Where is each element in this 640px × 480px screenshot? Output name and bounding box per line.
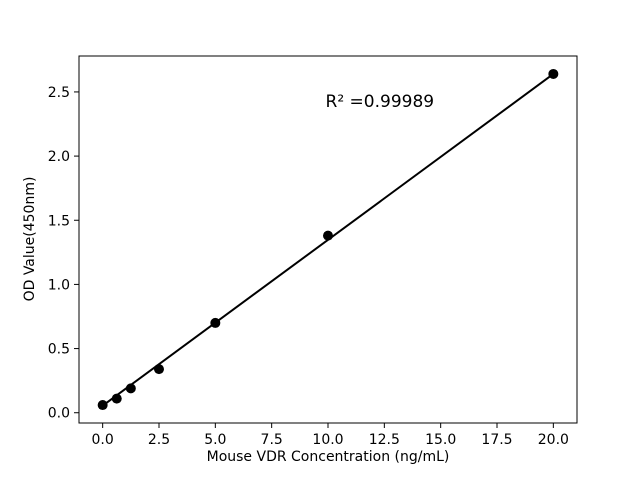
y-axis-label: OD Value(450nm) (22, 176, 38, 302)
x-tick-label: 12.5 (369, 432, 400, 448)
x-tick-label: 7.5 (261, 432, 283, 448)
y-tick-label: 0.5 (48, 342, 70, 358)
data-point (210, 317, 221, 328)
data-point (153, 364, 164, 375)
x-tick-label: 2.5 (148, 432, 170, 448)
y-tick-label: 2.5 (48, 85, 70, 101)
r-squared-annotation: R² =0.99989 (325, 92, 435, 113)
data-point (548, 68, 559, 79)
x-tick-label: 0.0 (92, 432, 114, 448)
x-tick-label: 5.0 (204, 432, 226, 448)
x-tick-label: 15.0 (425, 432, 456, 448)
x-tick-label: 17.5 (481, 432, 512, 448)
data-point (323, 230, 333, 241)
data-point (111, 393, 122, 404)
x-tick-label: 10.0 (312, 432, 343, 448)
data-point (125, 383, 136, 394)
y-tick-label: 1.5 (48, 213, 70, 229)
x-tick-label: 20.0 (538, 432, 569, 448)
y-tick-label: 2.0 (48, 149, 70, 165)
y-tick-label: 0.0 (48, 406, 70, 422)
y-tick-label: 1.0 (48, 277, 70, 293)
data-point (97, 400, 108, 411)
x-axis-label: Mouse VDR Concentration (ng/mL) (206, 449, 450, 465)
